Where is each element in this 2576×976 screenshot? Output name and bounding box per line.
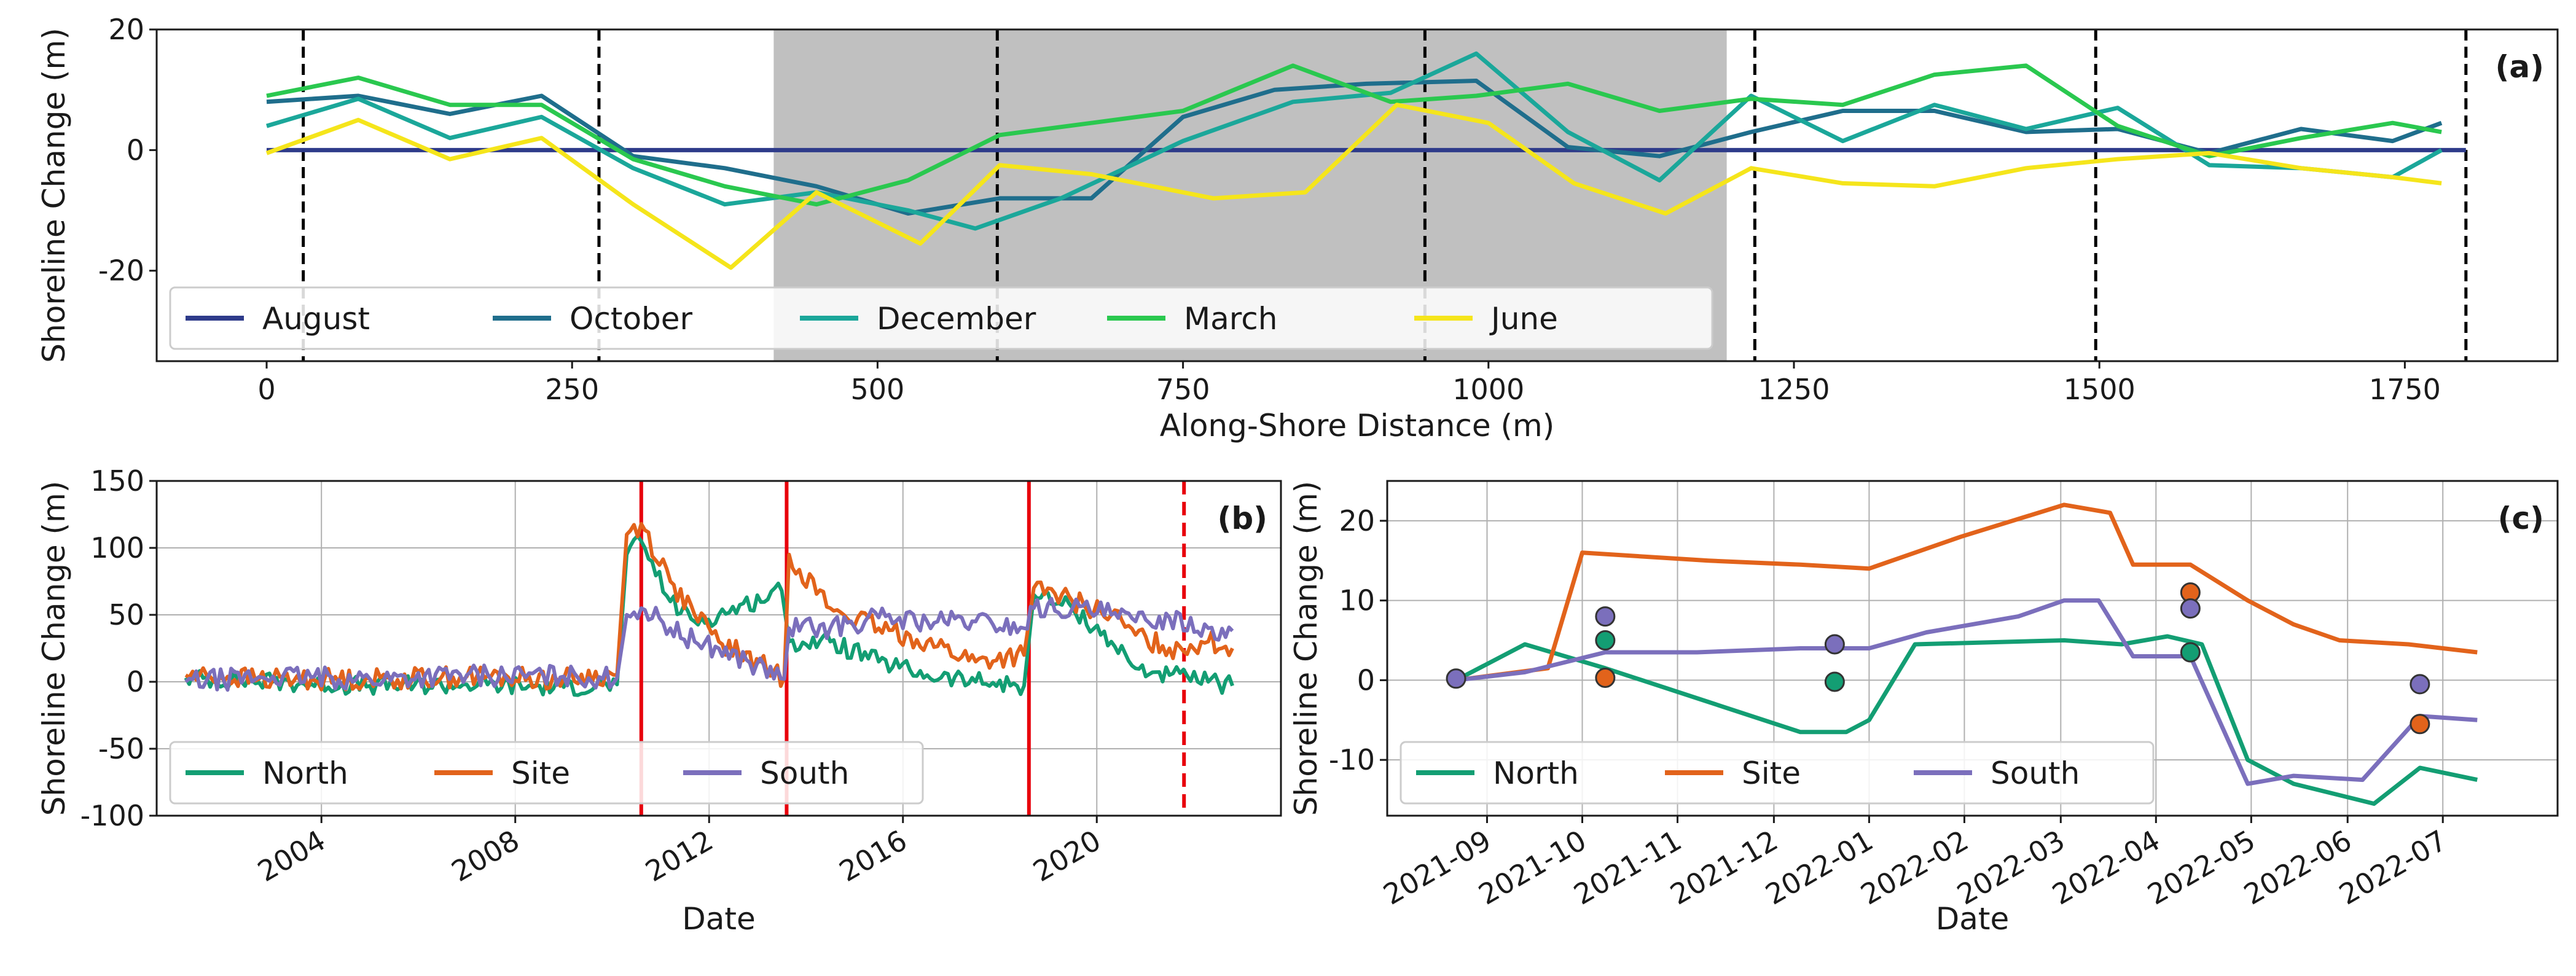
y-tick-label: 0 bbox=[127, 133, 144, 166]
scatter-point bbox=[1824, 634, 1845, 655]
panel-label: (a) bbox=[2496, 49, 2544, 85]
legend-label-august: August bbox=[262, 301, 370, 337]
axes-frame bbox=[155, 480, 1282, 817]
scatter-point bbox=[2180, 642, 2201, 663]
legend-label-north: North bbox=[262, 755, 348, 791]
y-tick-label: 150 bbox=[90, 464, 144, 498]
series-line-december bbox=[266, 51, 2443, 231]
legend-box bbox=[1400, 741, 2155, 805]
y-tick-label: 20 bbox=[1339, 504, 1375, 537]
scatter-point bbox=[2410, 674, 2430, 695]
series-group bbox=[265, 51, 2466, 270]
y-tick-label: 0 bbox=[127, 665, 144, 698]
legend-label-june: June bbox=[1489, 301, 1558, 337]
axes-frame bbox=[155, 28, 2559, 362]
x-axis-label: Along-Shore Distance (m) bbox=[1160, 408, 1555, 443]
x-tick-label: 1250 bbox=[1758, 373, 1830, 406]
series-line-site bbox=[1455, 502, 2478, 682]
panel-label: (c) bbox=[2498, 501, 2544, 536]
y-axis-label: Shoreline Change (m) bbox=[1288, 481, 1324, 816]
y-axis-label: Shoreline Change (m) bbox=[36, 481, 72, 816]
scatter-point bbox=[1446, 668, 1466, 689]
x-axis-label: Date bbox=[1936, 901, 2010, 937]
y-tick-label: 50 bbox=[108, 598, 144, 631]
legend-label-south: South bbox=[1991, 755, 2080, 791]
axes-frame bbox=[1386, 480, 2559, 817]
series-line-south bbox=[1455, 598, 2478, 786]
y-tick-label: 20 bbox=[108, 13, 144, 46]
y-tick-label: 100 bbox=[90, 531, 144, 564]
x-tick-label: 1750 bbox=[2369, 373, 2441, 406]
legend-label-north: North bbox=[1493, 755, 1579, 791]
series-line-october bbox=[266, 79, 2443, 216]
legend-label-december: December bbox=[877, 301, 1036, 337]
legend-box bbox=[169, 286, 1713, 350]
y-tick-label: -100 bbox=[80, 799, 144, 832]
x-tick-label: 1500 bbox=[2064, 373, 2136, 406]
y-tick-label: -10 bbox=[1329, 743, 1375, 776]
legend-label-south: South bbox=[760, 755, 849, 791]
legend-label-march: March bbox=[1184, 301, 1277, 337]
legend-label-site: Site bbox=[1742, 755, 1801, 791]
series-group bbox=[1455, 502, 2478, 806]
panel-a: 0 250 500 750 1000 1250 1500 1750 -20 0 20 Along-Sh… bbox=[36, 13, 2559, 443]
series-line-south bbox=[184, 596, 1234, 692]
legend-label-october: October bbox=[570, 301, 693, 337]
scatter-point bbox=[1595, 630, 1616, 651]
scatter-point bbox=[1595, 668, 1616, 689]
y-tick-label: -20 bbox=[98, 254, 144, 287]
x-tick-label: 500 bbox=[850, 373, 904, 406]
y-tick-label: 10 bbox=[1339, 584, 1375, 617]
y-axis-label: Shoreline Change (m) bbox=[36, 28, 72, 362]
series-group bbox=[184, 521, 1234, 697]
series-line-june bbox=[265, 103, 2442, 270]
panel-label: (b) bbox=[1218, 501, 1268, 536]
x-tick-label: 1000 bbox=[1452, 373, 1524, 406]
x-tick-label: 250 bbox=[545, 373, 599, 406]
legend-box bbox=[169, 741, 924, 805]
series-line-north bbox=[1455, 634, 2478, 806]
scatter-point bbox=[2410, 714, 2430, 735]
x-tick-label: 750 bbox=[1156, 373, 1210, 406]
scatter-point bbox=[1824, 671, 1845, 692]
x-tick-label: 0 bbox=[257, 373, 275, 406]
x-axis-label: Date bbox=[682, 901, 756, 937]
legend-label-site: Site bbox=[511, 755, 570, 791]
scatter-point bbox=[1595, 606, 1616, 627]
scatter-point bbox=[2180, 598, 2201, 619]
series-line-site bbox=[184, 521, 1234, 692]
y-tick-label: -50 bbox=[98, 732, 144, 765]
y-tick-label: 0 bbox=[1357, 663, 1375, 697]
series-line-march bbox=[266, 63, 2442, 207]
